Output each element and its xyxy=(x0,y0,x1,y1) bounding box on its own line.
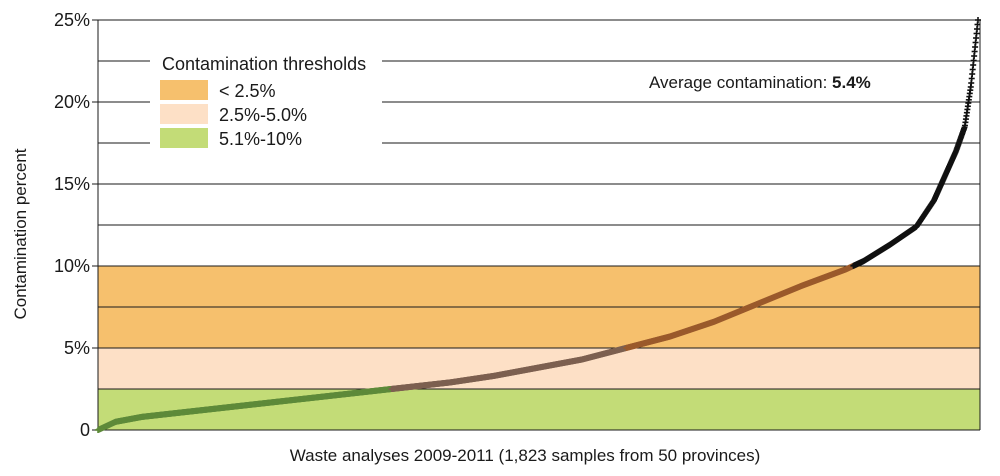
y-tick-label: 5% xyxy=(64,338,90,358)
y-tick-label: 0 xyxy=(80,420,90,440)
y-tick-label: 25% xyxy=(54,10,90,30)
gridlines xyxy=(98,19,980,390)
y-tick-labels: 0 5% 10% 15% 20% 25% xyxy=(54,10,98,440)
y-tick-label: 15% xyxy=(54,174,90,194)
y-tick-label: 20% xyxy=(54,92,90,112)
data-points xyxy=(95,17,981,433)
axes xyxy=(97,20,981,431)
y-tick-label: 10% xyxy=(54,256,90,276)
threshold-band-3 xyxy=(98,389,980,430)
